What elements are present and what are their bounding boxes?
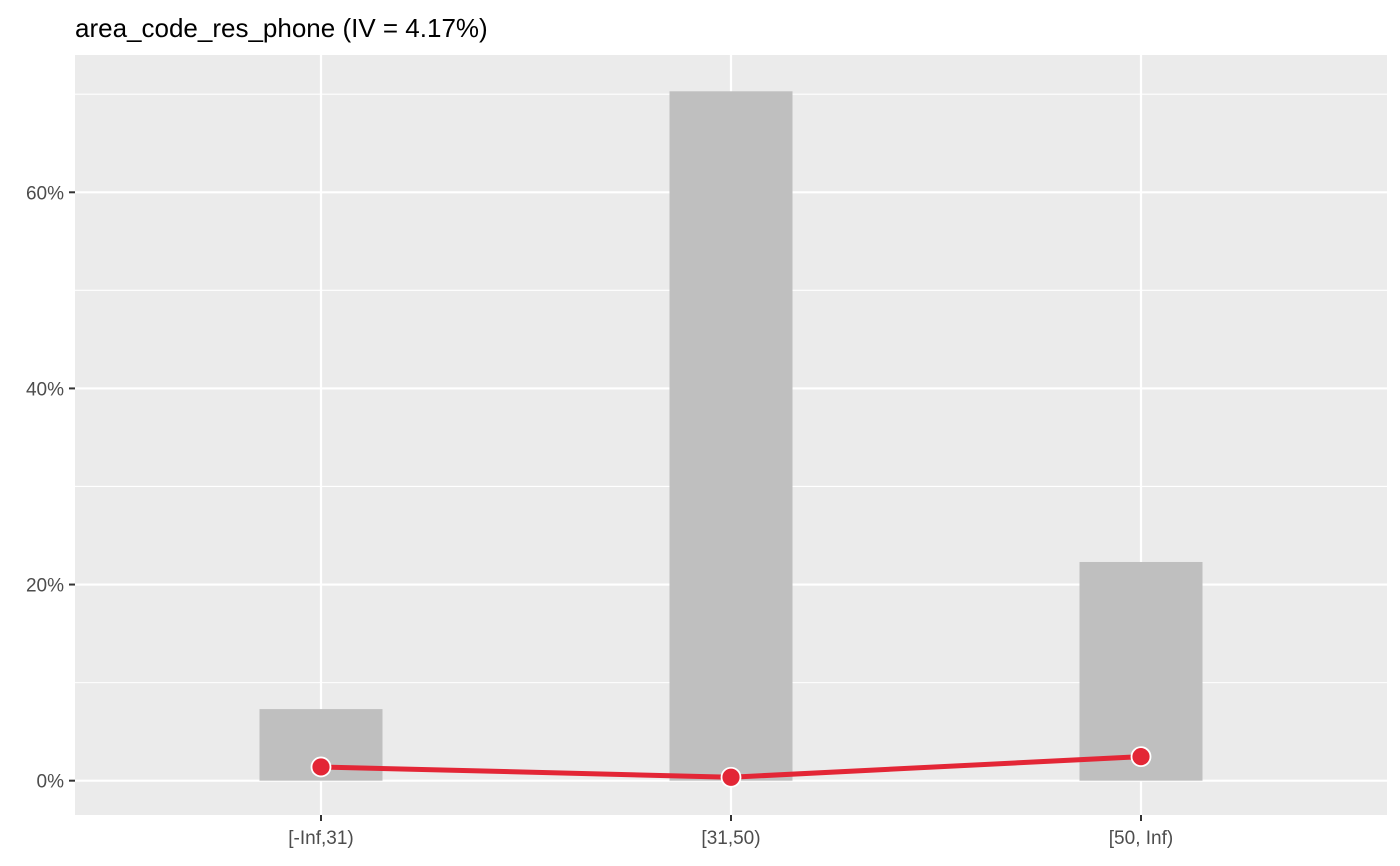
bars <box>259 91 1203 781</box>
data-point <box>310 756 332 778</box>
data-point <box>720 766 742 788</box>
y-tick-label: 60% <box>26 183 64 204</box>
points <box>310 746 1152 788</box>
bar <box>669 91 793 781</box>
x-axis: [-Inf,31) [31,50) [50, Inf) <box>288 815 1173 849</box>
bar <box>1079 561 1203 781</box>
y-tick-label: 40% <box>26 379 64 400</box>
x-tick-label: [50, Inf) <box>1109 828 1173 849</box>
y-axis: 0% 20% 40% 60% <box>26 183 75 793</box>
x-tick-label: [31,50) <box>701 828 760 849</box>
x-tick-label: [-Inf,31) <box>288 828 353 849</box>
y-tick-label: 0% <box>37 772 65 793</box>
chart-title: area_code_res_phone (IV = 4.17%) <box>75 13 488 43</box>
data-point <box>1130 746 1152 768</box>
y-tick-label: 20% <box>26 576 64 597</box>
